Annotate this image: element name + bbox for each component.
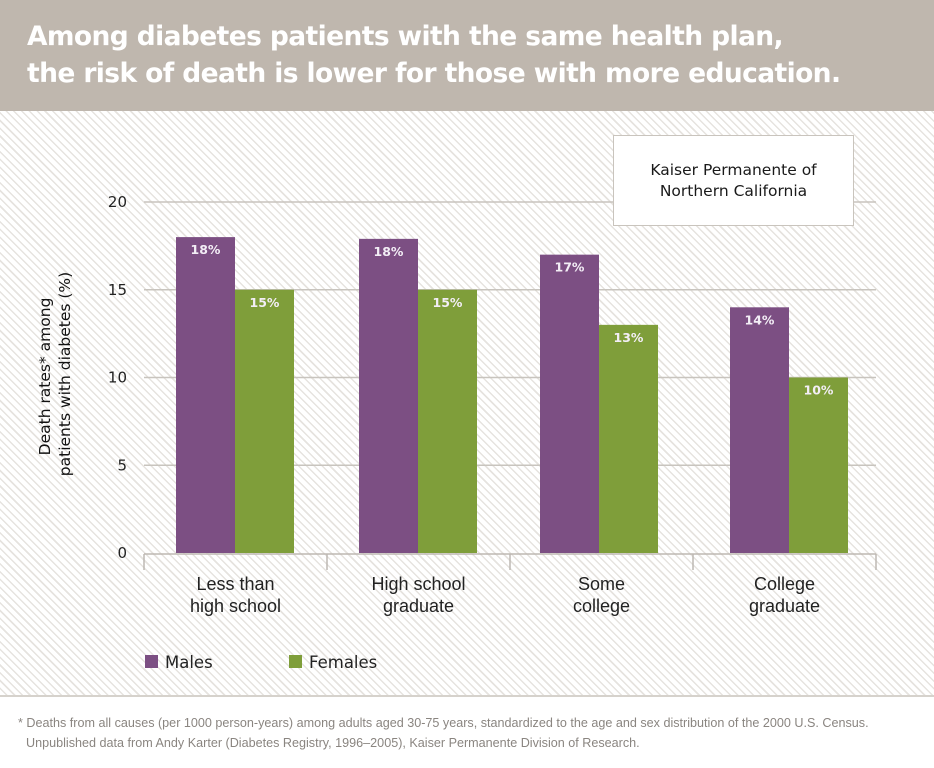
y-tick-label: 10 (108, 369, 127, 387)
bar-males-2 (540, 254, 599, 553)
bar-label-males-3: 14% (745, 312, 775, 327)
y-tick-label: 20 (108, 193, 127, 211)
chart-title: Among diabetes patients with the same he… (27, 18, 907, 92)
bar-labels: 18% 15% 18% 15% 17% 13% 14% 10% (191, 242, 834, 397)
bar-females-3 (789, 377, 848, 553)
bar-label-males-1: 18% (374, 244, 404, 259)
y-axis-label: Death rates* among patients with diabete… (36, 272, 74, 476)
y-tick-label: 0 (117, 544, 127, 562)
bar-females-1 (418, 289, 477, 553)
x-category-label-line-2: graduate (749, 596, 820, 616)
y-tick-label: 15 (108, 281, 127, 299)
x-category-label: College graduate (749, 574, 820, 616)
x-category-label-line-1: College (754, 574, 815, 594)
x-category-label: Less than high school (190, 574, 281, 616)
x-category-label: High school graduate (371, 574, 465, 616)
bar-males-3 (730, 307, 789, 553)
x-category-label-line-2: high school (190, 596, 281, 616)
bar-males-1 (359, 238, 418, 554)
legend: Males Females (145, 653, 377, 672)
x-category-label-line-1: High school (371, 574, 465, 594)
legend-label-females: Females (309, 653, 377, 672)
header-banner: Among diabetes patients with the same he… (0, 0, 934, 111)
bar-label-males-2: 17% (555, 260, 585, 275)
bar-label-females-1: 15% (433, 295, 463, 310)
x-category-label-line-1: Some (578, 574, 625, 594)
info-box-line-2: Northern California (659, 181, 808, 200)
bar-females-2 (599, 324, 658, 553)
bar-label-females-3: 10% (804, 383, 834, 398)
y-tick-label: 5 (117, 456, 127, 474)
bar-label-males-0: 18% (191, 242, 221, 257)
bar-label-females-2: 13% (614, 330, 644, 345)
bar-females-0 (235, 289, 294, 553)
footnote-line-1: * Deaths from all causes (per 1000 perso… (18, 716, 869, 730)
info-box-line-1: Kaiser Permanente of (650, 160, 817, 179)
y-axis-label-line-1: Death rates* among (36, 298, 54, 456)
x-category-label: Some college (573, 574, 630, 616)
y-axis-label-line-2: patients with diabetes (%) (56, 272, 74, 476)
y-axis-ticks: 0 5 10 15 20 (108, 193, 127, 562)
legend-swatch-males (145, 655, 158, 668)
x-axis (143, 553, 877, 570)
legend-swatch-females (289, 655, 302, 668)
bar-males-0 (176, 237, 235, 553)
bars (176, 237, 848, 554)
legend-label-males: Males (165, 653, 213, 672)
footnote-line-2: Unpublished data from Andy Karter (Diabe… (26, 736, 640, 750)
bar-label-females-0: 15% (250, 295, 280, 310)
x-category-label-line-1: Less than (196, 574, 274, 594)
title-line-1: Among diabetes patients with the same he… (27, 21, 784, 52)
x-category-label-line-2: college (573, 596, 630, 616)
footnote: * Deaths from all causes (per 1000 perso… (18, 713, 928, 753)
title-line-2: the risk of death is lower for those wit… (27, 58, 841, 89)
info-box: Kaiser Permanente of Northern California (613, 135, 854, 226)
x-category-label-line-2: graduate (383, 596, 454, 616)
